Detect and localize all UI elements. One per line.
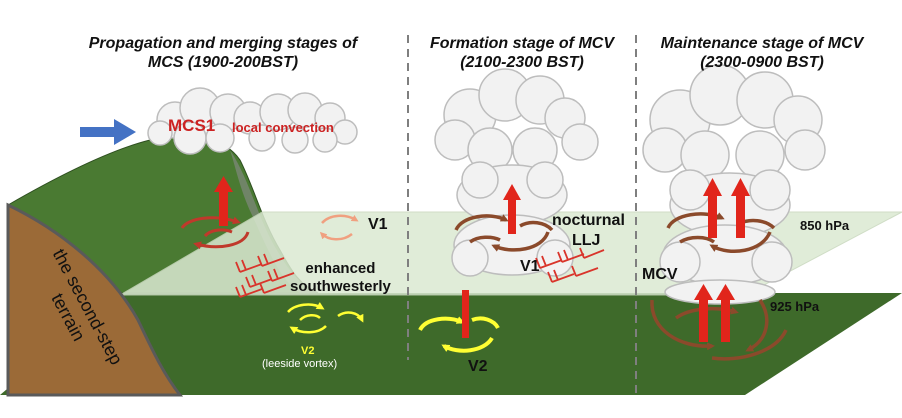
updrafts-upper-icon [703,178,750,238]
stage1-title-line1: Propagation and merging stages of [88,35,358,52]
v2-leeside-vortex-icon [287,301,364,335]
stage1-title: Propagation and merging stages of MCS (1… [58,34,388,72]
mcs1-label: MCS1 [168,116,216,135]
v2-mid-label: V2 [468,358,488,375]
mcs1-vortex-icon [180,216,250,250]
v1-vortex-icon [319,214,359,241]
v1-left-label: V1 [368,216,388,233]
llj-wind-barbs-icon [535,247,605,283]
leeside-vortex-label: (leeside vortex) [262,358,338,370]
stage3-title-line2: (2300-0900 BST) [700,54,824,71]
llj-label: LLJ [572,232,601,249]
updraft-mid-icon [503,184,521,234]
stage1-title-line2: MCS (1900-200BST) [147,54,299,71]
local-convection-label: local convection [232,120,334,135]
enhanced-southwesterly-label: enhanced southwesterly [290,260,391,296]
mcv-formation-cloud [434,68,599,277]
v2-left-label: V2 [301,345,315,357]
updraft-mid-low-icon [462,290,469,338]
hpa925-label: 925 hPa [770,299,820,314]
v1-mid-label: V1 [520,258,540,275]
second-step-terrain [6,202,184,397]
v2-mid-vortex-icon [418,316,500,353]
stage3-title: Maintenance stage of MCV (2300-0900 BST) [642,34,882,72]
stage2-title-line1: Formation stage of MCV [429,35,614,52]
enhanced-line1: enhanced [305,260,376,277]
mcs1-cloud [147,87,358,155]
wind-barbs-icon [235,253,295,298]
mcv-label: MCV [642,266,678,283]
updrafts-lower-icon [694,284,735,342]
nocturnal-label: nocturnal [552,212,625,229]
stage2-title: Formation stage of MCV (2100-2300 BST) [412,34,632,72]
hpa850-label: 850 hPa [800,218,850,233]
stage2-title-line2: (2100-2300 BST) [460,54,584,71]
stage3-title-line1: Maintenance stage of MCV [660,35,864,52]
enhanced-line2: southwesterly [290,278,391,295]
v1-mid-vortex-icon [454,214,554,252]
inflow-arrow-icon [80,119,136,145]
updraft-arrow-icon [214,176,233,226]
